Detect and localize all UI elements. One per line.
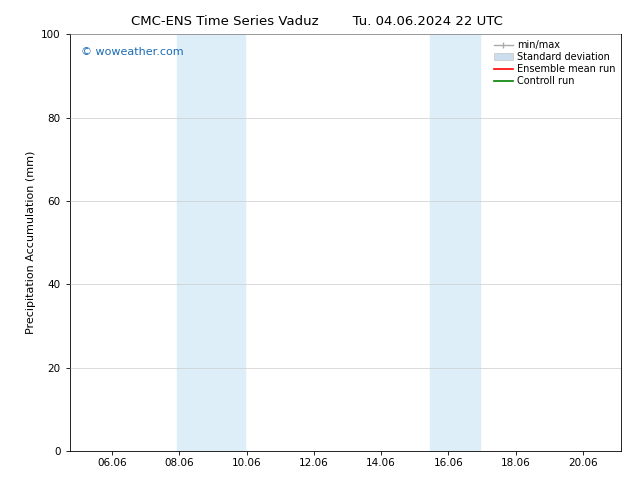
Text: © woweather.com: © woweather.com (81, 47, 183, 57)
Bar (178, 34, 245, 451)
Legend: min/max, Standard deviation, Ensemble mean run, Controll run: min/max, Standard deviation, Ensemble me… (491, 37, 618, 89)
Text: CMC-ENS Time Series Vaduz        Tu. 04.06.2024 22 UTC: CMC-ENS Time Series Vaduz Tu. 04.06.2024… (131, 15, 503, 28)
Bar (430, 34, 480, 451)
Y-axis label: Precipitation Accumulation (mm): Precipitation Accumulation (mm) (25, 151, 36, 334)
